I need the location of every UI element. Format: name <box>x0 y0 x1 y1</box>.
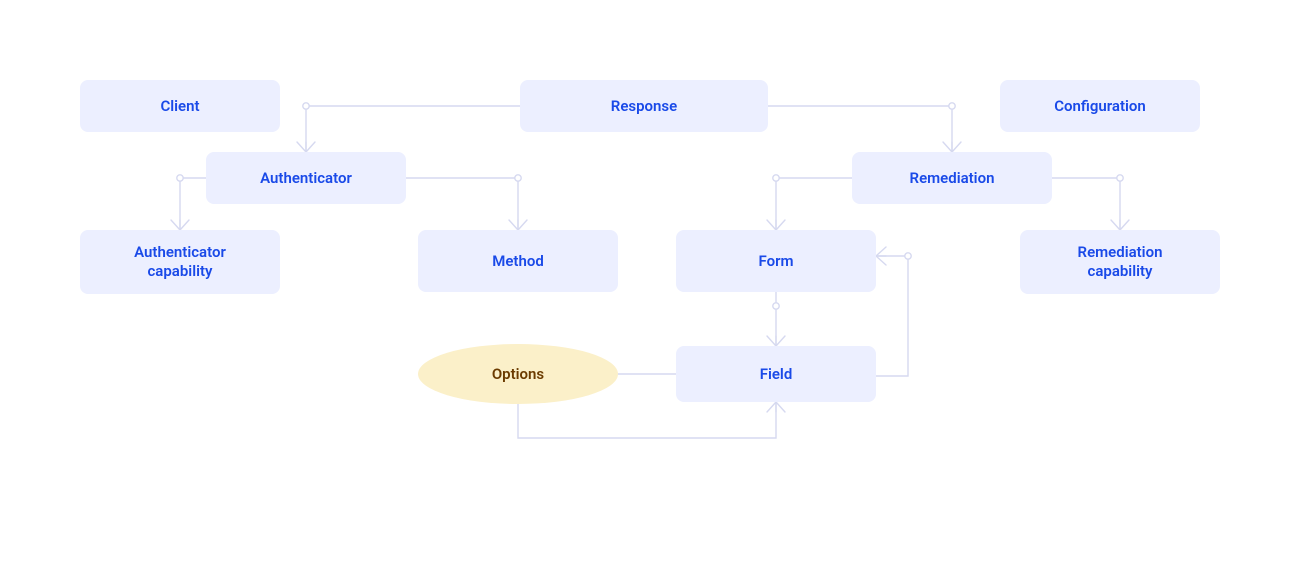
node-options: Options <box>418 344 618 404</box>
node-label: Field <box>760 365 793 384</box>
node-label: Response <box>611 97 677 116</box>
node-configuration: Configuration <box>1000 80 1200 132</box>
node-method: Method <box>418 230 618 292</box>
node-authcap: Authenticatorcapability <box>80 230 280 294</box>
node-client: Client <box>80 80 280 132</box>
node-label: Authenticator <box>260 169 352 188</box>
node-remcap: Remediationcapability <box>1020 230 1220 294</box>
diagram-canvas: Client Response Configuration Authenticator… <box>0 0 1302 571</box>
node-label: Options <box>492 365 544 384</box>
node-form: Form <box>676 230 876 292</box>
node-response: Response <box>520 80 768 132</box>
node-label: Authenticatorcapability <box>134 243 226 281</box>
node-label: Method <box>492 252 544 271</box>
node-label: Form <box>758 252 793 271</box>
node-field: Field <box>676 346 876 402</box>
node-label: Configuration <box>1054 97 1146 116</box>
node-remediation: Remediation <box>852 152 1052 204</box>
node-label: Client <box>160 97 199 116</box>
node-authenticator: Authenticator <box>206 152 406 204</box>
node-label: Remediation <box>910 169 995 188</box>
node-label: Remediationcapability <box>1078 243 1163 281</box>
